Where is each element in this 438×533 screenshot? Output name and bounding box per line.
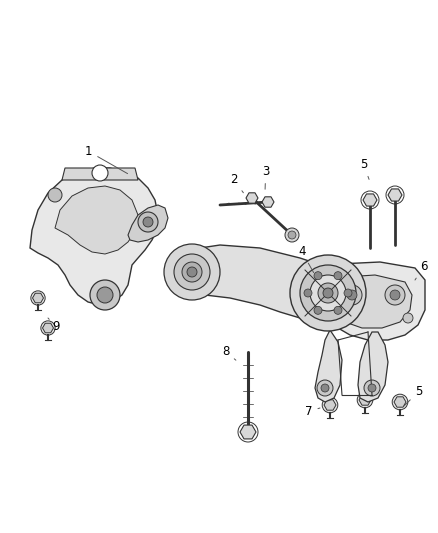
Circle shape — [182, 262, 202, 282]
Circle shape — [164, 244, 220, 300]
Circle shape — [347, 290, 357, 300]
Polygon shape — [246, 193, 258, 203]
Text: 4: 4 — [298, 245, 314, 272]
Circle shape — [368, 384, 376, 392]
Circle shape — [390, 290, 400, 300]
Circle shape — [288, 231, 296, 239]
Polygon shape — [30, 168, 158, 305]
Polygon shape — [394, 397, 406, 407]
Circle shape — [314, 272, 322, 280]
Polygon shape — [315, 330, 342, 402]
Polygon shape — [359, 395, 371, 405]
Circle shape — [31, 291, 45, 305]
Polygon shape — [328, 275, 412, 328]
Circle shape — [334, 306, 342, 314]
Circle shape — [317, 380, 333, 396]
Circle shape — [304, 289, 312, 297]
Circle shape — [90, 280, 120, 310]
Polygon shape — [178, 245, 342, 318]
Circle shape — [314, 306, 322, 314]
Circle shape — [187, 267, 197, 277]
Circle shape — [92, 165, 108, 181]
Text: 6: 6 — [415, 260, 427, 280]
Circle shape — [321, 384, 329, 392]
Text: 3: 3 — [262, 165, 269, 189]
Text: 9: 9 — [48, 318, 60, 333]
Polygon shape — [42, 323, 53, 333]
Polygon shape — [262, 197, 274, 207]
Circle shape — [48, 188, 62, 202]
Circle shape — [318, 283, 338, 303]
Polygon shape — [363, 194, 377, 206]
Circle shape — [364, 380, 380, 396]
Polygon shape — [388, 189, 402, 201]
Text: 8: 8 — [222, 345, 236, 360]
Circle shape — [344, 289, 352, 297]
Polygon shape — [62, 168, 138, 180]
Circle shape — [174, 254, 210, 290]
Circle shape — [322, 397, 338, 413]
Circle shape — [342, 285, 362, 305]
Text: 5: 5 — [404, 385, 422, 406]
Polygon shape — [128, 205, 168, 242]
Circle shape — [334, 272, 342, 280]
Text: 2: 2 — [230, 173, 244, 193]
Circle shape — [285, 228, 299, 242]
Circle shape — [41, 321, 55, 335]
Circle shape — [290, 255, 366, 331]
Polygon shape — [324, 400, 336, 410]
Text: 5: 5 — [360, 158, 369, 180]
Circle shape — [138, 212, 158, 232]
Circle shape — [403, 313, 413, 323]
Polygon shape — [240, 425, 256, 439]
Circle shape — [97, 287, 113, 303]
Polygon shape — [358, 332, 388, 402]
Circle shape — [392, 394, 408, 410]
Polygon shape — [32, 293, 43, 303]
Circle shape — [300, 265, 356, 321]
Circle shape — [310, 275, 346, 311]
Polygon shape — [312, 262, 425, 340]
Polygon shape — [55, 186, 138, 254]
Circle shape — [357, 392, 373, 408]
Circle shape — [143, 217, 153, 227]
Circle shape — [385, 285, 405, 305]
Circle shape — [323, 288, 333, 298]
Text: 7: 7 — [305, 405, 320, 418]
Text: 1: 1 — [85, 145, 127, 174]
